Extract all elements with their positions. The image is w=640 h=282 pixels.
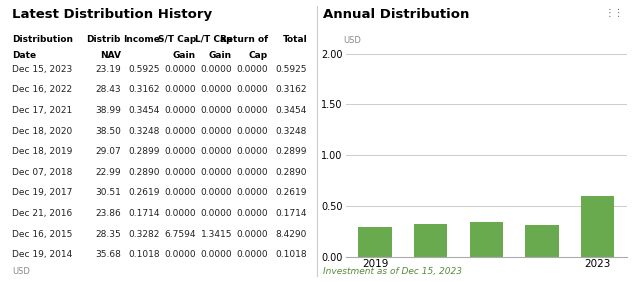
- Text: 1.3415: 1.3415: [200, 230, 232, 239]
- Text: 0.3454: 0.3454: [129, 106, 160, 115]
- Bar: [414, 224, 447, 257]
- Text: Distrib: Distrib: [86, 35, 121, 44]
- Text: 0.2899: 0.2899: [276, 147, 307, 156]
- Text: 23.19: 23.19: [95, 65, 121, 74]
- Text: 0.0000: 0.0000: [164, 147, 196, 156]
- Text: 0.3162: 0.3162: [128, 85, 160, 94]
- Text: 0.0000: 0.0000: [164, 106, 196, 115]
- Text: Investment as of Dec 15, 2023: Investment as of Dec 15, 2023: [323, 267, 462, 276]
- Text: Dec 15, 2023: Dec 15, 2023: [12, 65, 73, 74]
- Text: 0.0000: 0.0000: [236, 106, 268, 115]
- Text: 0.1714: 0.1714: [128, 209, 160, 218]
- Text: 0.1018: 0.1018: [128, 250, 160, 259]
- Text: 6.7594: 6.7594: [164, 230, 196, 239]
- Text: Gain: Gain: [209, 51, 232, 60]
- Text: USD: USD: [12, 267, 30, 276]
- Text: 8.4290: 8.4290: [276, 230, 307, 239]
- Text: 0.2890: 0.2890: [128, 168, 160, 177]
- Text: 0.3248: 0.3248: [129, 127, 160, 136]
- Text: 0.2619: 0.2619: [276, 188, 307, 197]
- Text: 0.0000: 0.0000: [236, 147, 268, 156]
- Text: 0.0000: 0.0000: [200, 209, 232, 218]
- Text: 0.0000: 0.0000: [200, 85, 232, 94]
- Text: Dec 18, 2019: Dec 18, 2019: [12, 147, 73, 156]
- Text: Latest Distribution History: Latest Distribution History: [12, 8, 212, 21]
- Text: 0.0000: 0.0000: [236, 209, 268, 218]
- Text: 0.1714: 0.1714: [276, 209, 307, 218]
- Text: Annual Distribution: Annual Distribution: [323, 8, 470, 21]
- Text: Return of: Return of: [220, 35, 268, 44]
- Text: 0.3282: 0.3282: [129, 230, 160, 239]
- Text: Dec 19, 2017: Dec 19, 2017: [12, 188, 73, 197]
- Text: S/T Cap: S/T Cap: [157, 35, 196, 44]
- Text: 0.0000: 0.0000: [236, 250, 268, 259]
- Text: Date: Date: [12, 51, 36, 60]
- Text: 0.2890: 0.2890: [276, 168, 307, 177]
- Text: 0.0000: 0.0000: [164, 85, 196, 94]
- Text: Distribution: Distribution: [12, 35, 74, 44]
- Text: 0.0000: 0.0000: [200, 127, 232, 136]
- Text: 0.5925: 0.5925: [128, 65, 160, 74]
- Text: 0.0000: 0.0000: [236, 230, 268, 239]
- Text: 0.3454: 0.3454: [276, 106, 307, 115]
- Text: 0.0000: 0.0000: [236, 127, 268, 136]
- Text: 0.0000: 0.0000: [164, 168, 196, 177]
- Text: 0.0000: 0.0000: [164, 188, 196, 197]
- Text: 0.0000: 0.0000: [236, 168, 268, 177]
- Text: Gain: Gain: [173, 51, 196, 60]
- Text: Dec 17, 2021: Dec 17, 2021: [12, 106, 73, 115]
- Text: Cap: Cap: [249, 51, 268, 60]
- Text: 0.0000: 0.0000: [200, 147, 232, 156]
- Text: 0.0000: 0.0000: [200, 65, 232, 74]
- Text: 28.35: 28.35: [95, 230, 121, 239]
- Text: Income: Income: [123, 35, 160, 44]
- Text: 0.0000: 0.0000: [200, 250, 232, 259]
- Text: 0.2619: 0.2619: [128, 188, 160, 197]
- Text: USD: USD: [343, 36, 361, 45]
- Text: 38.99: 38.99: [95, 106, 121, 115]
- Text: 0.0000: 0.0000: [200, 168, 232, 177]
- Text: 0.3162: 0.3162: [276, 85, 307, 94]
- Text: 30.51: 30.51: [95, 188, 121, 197]
- Text: 22.99: 22.99: [95, 168, 121, 177]
- Text: Dec 19, 2014: Dec 19, 2014: [12, 250, 73, 259]
- Text: L/T Cap: L/T Cap: [195, 35, 232, 44]
- Text: Dec 07, 2018: Dec 07, 2018: [12, 168, 73, 177]
- Bar: [525, 224, 559, 257]
- Text: 0.0000: 0.0000: [164, 65, 196, 74]
- Text: 29.07: 29.07: [95, 147, 121, 156]
- Text: ⋮⋮: ⋮⋮: [605, 8, 624, 18]
- Text: 0.2899: 0.2899: [128, 147, 160, 156]
- Text: 0.0000: 0.0000: [236, 188, 268, 197]
- Text: Dec 16, 2015: Dec 16, 2015: [12, 230, 73, 239]
- Text: 0.0000: 0.0000: [200, 106, 232, 115]
- Text: Dec 21, 2016: Dec 21, 2016: [12, 209, 73, 218]
- Bar: [581, 197, 614, 257]
- Text: 0.1018: 0.1018: [276, 250, 307, 259]
- Text: 0.3248: 0.3248: [276, 127, 307, 136]
- Text: Total: Total: [282, 35, 307, 44]
- Text: Dec 16, 2022: Dec 16, 2022: [12, 85, 72, 94]
- Text: 23.86: 23.86: [95, 209, 121, 218]
- Text: 38.50: 38.50: [95, 127, 121, 136]
- Bar: [470, 222, 503, 257]
- Text: Dec 18, 2020: Dec 18, 2020: [12, 127, 73, 136]
- Text: 0.0000: 0.0000: [164, 209, 196, 218]
- Text: 0.5925: 0.5925: [276, 65, 307, 74]
- Text: 0.0000: 0.0000: [164, 250, 196, 259]
- Text: NAV: NAV: [100, 51, 121, 60]
- Text: 0.0000: 0.0000: [164, 127, 196, 136]
- Text: 28.43: 28.43: [95, 85, 121, 94]
- Text: 35.68: 35.68: [95, 250, 121, 259]
- Text: 0.0000: 0.0000: [200, 188, 232, 197]
- Text: 0.0000: 0.0000: [236, 65, 268, 74]
- Text: 0.0000: 0.0000: [236, 85, 268, 94]
- Bar: [358, 227, 392, 257]
